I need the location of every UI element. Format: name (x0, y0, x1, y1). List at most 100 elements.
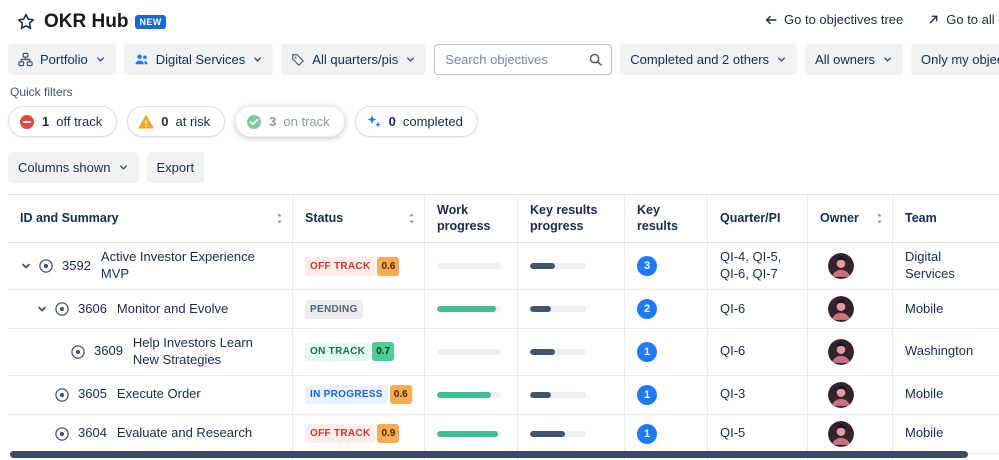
owner-avatar[interactable] (828, 338, 854, 365)
chevron-down-icon (405, 54, 416, 65)
objective-id: 3606 (78, 300, 107, 316)
quick-filters: 1 off track 0 at risk 3 on track 0 compl… (0, 106, 999, 137)
column-header-label: Work progress (437, 203, 491, 233)
team-people-icon (134, 52, 149, 67)
export-button[interactable]: Export (146, 152, 205, 183)
expand-chevron-icon[interactable] (36, 389, 54, 401)
owner-avatar[interactable] (828, 420, 854, 447)
go-to-all-objectives-link[interactable]: Go to all objectives (927, 12, 999, 27)
expand-chevron-icon[interactable] (20, 260, 38, 272)
quarter-value: QI-3 (720, 386, 746, 402)
column-header-label: Team (905, 210, 937, 225)
sort-icon[interactable] (275, 213, 284, 224)
table-row[interactable]: 3605 Execute Order IN PROGRESS 0.6 1 QI-… (8, 375, 999, 415)
table-header-row: ID and Summary Status Work progress Key res… (8, 194, 999, 244)
team-value: Washington (905, 343, 974, 359)
horizontal-scrollbar-thumb[interactable] (10, 451, 968, 458)
expand-chevron-icon[interactable] (36, 303, 54, 315)
objective-id: 3605 (78, 386, 107, 402)
objective-summary[interactable]: Help Investors Learn New Strategies (132, 335, 253, 367)
expand-chevron-icon[interactable] (36, 428, 54, 440)
score-chip: 0.6 (389, 385, 412, 405)
key-results-count: 2 (637, 299, 657, 320)
tag-icon (291, 53, 305, 67)
work-progress-bar (437, 430, 501, 437)
filter-bar: Portfolio Digital Services All quarters/… (0, 36, 999, 75)
go-to-objectives-tree-link[interactable]: Go to objectives tree (764, 12, 903, 27)
team-dropdown[interactable]: Digital Services (123, 44, 274, 75)
owner-avatar[interactable] (828, 381, 854, 408)
status-filter-dropdown[interactable]: Completed and 2 others (620, 44, 798, 75)
owners-dropdown[interactable]: All owners (805, 44, 904, 75)
check-circle-icon (246, 114, 262, 130)
search-input[interactable] (434, 44, 613, 75)
column-header-label: Owner (820, 210, 859, 225)
objective-target-icon (70, 344, 86, 360)
quick-filter-label: on track (283, 114, 330, 129)
quarters-dropdown[interactable]: All quarters/pis (281, 44, 427, 75)
sort-icon[interactable] (875, 213, 884, 224)
sort-icon[interactable] (407, 213, 416, 224)
column-header[interactable]: Team (893, 195, 999, 242)
objective-summary[interactable]: Active Investor Experience MVP (100, 249, 255, 282)
column-header[interactable]: Status (293, 195, 425, 243)
table-row[interactable]: 3592 Active Investor Experience MVP OFF … (8, 243, 999, 291)
key-results-progress-bar (530, 430, 586, 437)
column-header: Key results progress (518, 195, 625, 243)
team-filter-label: Digital Services (155, 52, 246, 67)
column-header: Work progress (425, 195, 518, 243)
column-header: Quarter/PI (708, 195, 808, 243)
key-results-progress-bar (530, 263, 586, 270)
quick-filter-off-track[interactable]: 1 off track (8, 106, 118, 137)
key-results-progress-bar (530, 391, 586, 398)
objective-target-icon (38, 258, 54, 274)
work-progress-bar (437, 348, 501, 355)
columns-shown-button[interactable]: Columns shown (8, 152, 139, 183)
indent-spacer (20, 394, 36, 395)
key-results-count: 1 (637, 384, 657, 405)
status-badge: ON TRACK (305, 342, 371, 362)
arrow-left-icon (764, 13, 778, 27)
arrow-up-right-icon (927, 13, 940, 26)
link-label: Go to objectives tree (784, 12, 904, 27)
search-icon[interactable] (588, 52, 603, 67)
score-chip: 0.7 (372, 342, 395, 362)
column-header[interactable]: Owner (808, 195, 893, 243)
expand-chevron-icon[interactable] (52, 346, 70, 358)
quick-filter-label: completed (402, 114, 463, 129)
indent-spacer (20, 309, 36, 310)
header-links: Go to objectives tree Go to all objectiv… (764, 12, 999, 27)
objective-summary[interactable]: Execute Order (116, 386, 201, 402)
portfolio-dropdown[interactable]: Portfolio (8, 44, 116, 75)
objective-summary[interactable]: Monitor and Evolve (116, 300, 229, 316)
indent-spacer (20, 433, 36, 434)
chevron-down-icon (252, 54, 263, 65)
column-header-label: Key results progress (530, 203, 598, 233)
quick-filter-count: 3 (269, 114, 277, 129)
export-label: Export (156, 160, 195, 175)
column-header[interactable]: ID and Summary (8, 195, 293, 243)
owner-avatar[interactable] (828, 296, 854, 323)
quarter-value: QI-6 (720, 300, 746, 316)
work-progress-bar (437, 391, 501, 398)
quick-filter-count: 0 (388, 114, 396, 129)
star-icon[interactable] (16, 12, 36, 32)
quick-filter-on-track[interactable]: 3 on track (235, 106, 345, 137)
quick-filter-label: off track (56, 114, 103, 129)
objective-target-icon (54, 426, 70, 442)
status-badge: PENDING (305, 299, 363, 319)
app-header: OKR Hub NEW Go to objectives tree Go to … (0, 0, 999, 36)
team-value: Mobile (905, 300, 944, 316)
quick-filter-label: at risk (175, 114, 211, 129)
quarter-value: QI-6 (720, 343, 746, 359)
only-my-objectives-button[interactable]: Only my objectives (911, 44, 999, 75)
search-box (434, 44, 613, 75)
owner-avatar[interactable] (828, 253, 854, 280)
quick-filter-at-risk[interactable]: 0 at risk (127, 106, 226, 137)
objective-summary[interactable]: Evaluate and Research (116, 425, 253, 441)
table-row[interactable]: 3606 Monitor and Evolve PENDING 2 QI-6 M… (8, 290, 999, 330)
table-row[interactable]: 3604 Evaluate and Research OFF TRACK 0.9… (8, 414, 999, 454)
table-row[interactable]: 3609 Help Investors Learn New Strategies… (8, 329, 999, 376)
key-results-count: 1 (637, 423, 657, 444)
quick-filter-completed[interactable]: 0 completed (354, 106, 478, 137)
